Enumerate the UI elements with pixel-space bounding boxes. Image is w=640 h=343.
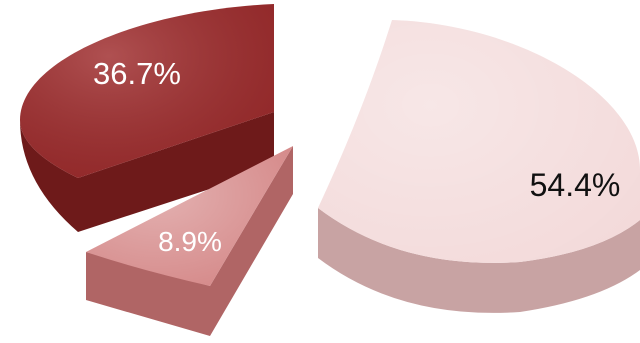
slice-54-highlight <box>318 20 640 263</box>
slice-36-side <box>20 112 274 232</box>
slice-8-label: 8.9% <box>158 226 222 257</box>
slice-36-label: 36.7% <box>93 56 181 91</box>
slice-36: 36.7% <box>20 4 274 232</box>
slice-8-side <box>86 146 293 336</box>
slice-36-highlight <box>20 4 274 178</box>
slice-54: 54.4% <box>318 20 640 313</box>
slice-54-side <box>318 208 640 313</box>
slice-8-highlight <box>86 146 293 286</box>
slice-8: 8.9% <box>86 146 293 336</box>
slice-54-label: 54.4% <box>530 167 621 203</box>
